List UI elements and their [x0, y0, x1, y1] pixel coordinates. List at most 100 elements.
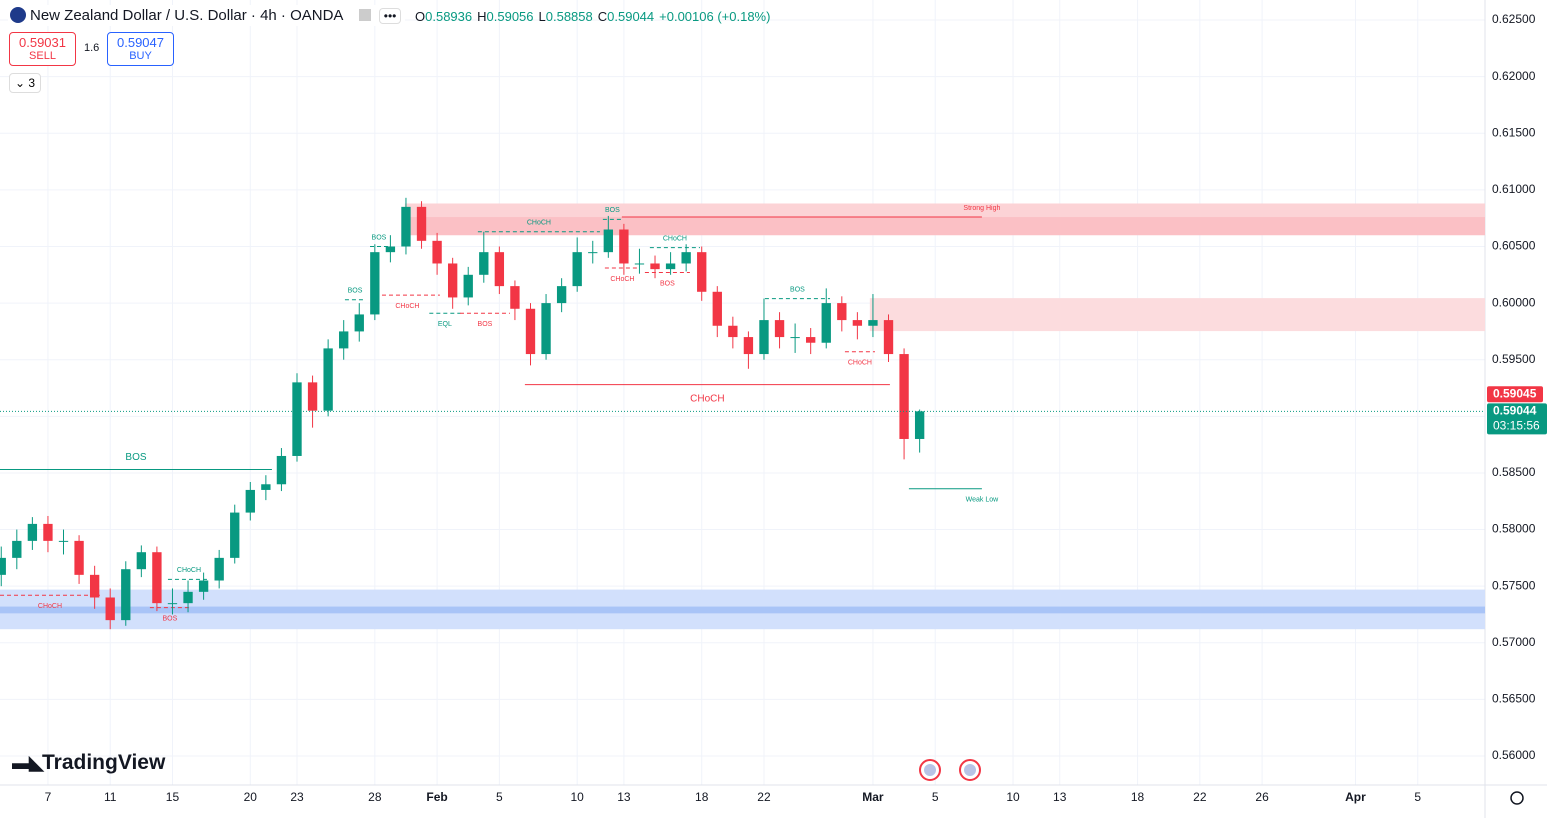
y-tick-label: 0.62000 [1492, 69, 1536, 83]
y-tick-label: 0.60500 [1492, 239, 1536, 253]
candle-body [556, 286, 567, 304]
candle-body [27, 523, 38, 541]
candle-body [89, 574, 100, 598]
sell-button[interactable]: 0.59031 SELL [9, 32, 76, 66]
candle-body [43, 523, 53, 541]
candle-body [432, 240, 442, 264]
structure-label: BOS [163, 616, 178, 623]
more-button[interactable]: ••• [378, 8, 402, 24]
candle-body [837, 303, 847, 321]
y-tick-label: 0.56000 [1492, 748, 1536, 762]
structure-label: CHoCH [527, 220, 551, 227]
candle-body [914, 411, 925, 439]
candle-body [728, 325, 738, 338]
symbol-bar[interactable]: New Zealand Dollar / U.S. Dollar · 4h · … [8, 5, 406, 26]
candle-body [230, 512, 240, 558]
x-tick-label: 13 [617, 790, 631, 804]
x-tick-label: Apr [1345, 790, 1366, 804]
x-tick-label: 10 [1006, 790, 1020, 804]
x-tick-label: 18 [1131, 790, 1145, 804]
y-tick-label: 0.59500 [1492, 352, 1536, 366]
y-tick-label: 0.56500 [1492, 692, 1536, 706]
candle-body [416, 206, 427, 241]
x-tick-label: 28 [368, 790, 382, 804]
y-tick-label: 0.57000 [1492, 635, 1536, 649]
candle-body [105, 597, 115, 621]
change: +0.00106 (+0.18%) [659, 9, 771, 24]
indicator-toggle[interactable]: ⌄ 3 [9, 73, 41, 93]
candle-body [665, 263, 676, 270]
candle-body [572, 252, 582, 287]
candle-body [634, 263, 645, 265]
x-tick-label: Feb [426, 790, 447, 804]
candle-body [245, 489, 255, 513]
ohlc-legend: O0.58936 H0.59056 L0.58858 C0.59044 +0.00106… [415, 9, 770, 24]
candle-body [214, 557, 224, 581]
candle-body [136, 552, 147, 570]
buy-price: 0.59047 [117, 35, 164, 50]
candle-body [603, 229, 613, 253]
candle-body [759, 320, 769, 355]
y-tick-label: 0.60000 [1492, 295, 1536, 309]
candle-body [588, 252, 598, 254]
structure-label: CHoCH [848, 360, 872, 367]
candle-body [510, 286, 520, 309]
x-tick-label: 23 [290, 790, 304, 804]
candle-body [681, 252, 691, 264]
structure-label: Weak Low [966, 497, 999, 504]
candle-body [899, 354, 909, 439]
candle-body [463, 274, 473, 298]
ohlc-key: O [415, 9, 426, 24]
structure-label: BOS [790, 286, 805, 293]
candle-body [806, 337, 816, 343]
y-tick-label: 0.61000 [1492, 182, 1536, 196]
candle-body [650, 263, 660, 270]
logo: ▬◣TradingView [12, 751, 165, 775]
logo-text: TradingView [42, 751, 166, 774]
ohlc-key: H [477, 9, 487, 24]
structure-label: BOS [660, 280, 675, 287]
structure-label: BOS [478, 321, 493, 328]
logo-mark: ▬◣ [12, 753, 44, 774]
buy-button[interactable]: 0.59047 BUY [107, 32, 174, 66]
structure-label: CHoCH [610, 276, 634, 283]
flag-icon [10, 7, 26, 23]
last-price-label: 0.59044 [1493, 404, 1537, 418]
ohlc-value: 0.58936 [425, 9, 473, 24]
x-tick-label: 15 [166, 790, 180, 804]
candle-body [385, 246, 396, 253]
zone [869, 298, 1485, 332]
ohlc-value: 0.59044 [607, 9, 655, 24]
candle-body [58, 540, 69, 542]
x-tick-label: 5 [932, 790, 939, 804]
x-tick-label: 18 [695, 790, 709, 804]
countdown: 03:15:56 [1493, 419, 1540, 433]
ohlc-value: 0.58858 [545, 9, 593, 24]
candle-body [712, 291, 722, 326]
y-tick-label: 0.62500 [1492, 12, 1536, 26]
candle-body [401, 206, 411, 247]
ask-tag-label: 0.59045 [1493, 386, 1537, 400]
candle-body [743, 337, 754, 355]
structure-label: BOS [372, 234, 387, 241]
y-tick-label: 0.58000 [1492, 522, 1536, 536]
ohlc-value: 0.59056 [486, 9, 534, 24]
candle-body [541, 303, 551, 355]
candle-body [323, 348, 333, 411]
structure-label: CHoCH [690, 393, 724, 404]
candle-body [121, 569, 131, 621]
y-tick-label: 0.58500 [1492, 465, 1536, 479]
y-tick-label: 0.57500 [1492, 578, 1536, 592]
ask-tag [1487, 386, 1543, 403]
candle-body [883, 320, 894, 355]
last-price-tag [1487, 403, 1547, 435]
x-tick-label: 26 [1255, 790, 1269, 804]
candle-body [354, 314, 364, 332]
sell-price: 0.59031 [19, 35, 66, 50]
y-tick-label: 0.61500 [1492, 125, 1536, 139]
candle-body [447, 263, 458, 298]
candle-body [821, 303, 831, 343]
candle-body [152, 552, 162, 604]
